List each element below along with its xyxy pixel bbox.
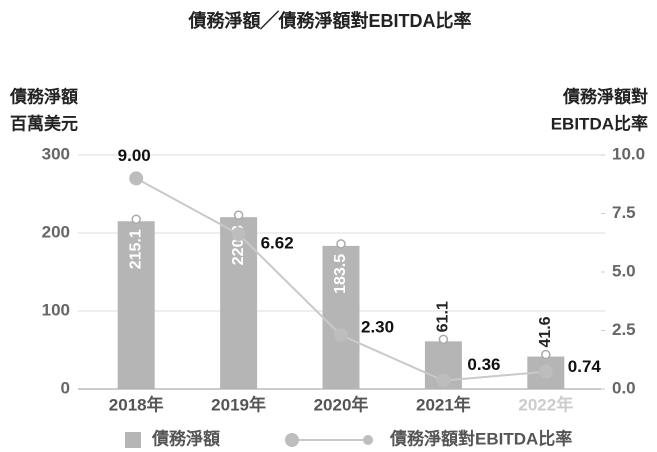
bar-top-marker [131, 214, 141, 224]
y-axis-label: 百萬美元 [10, 113, 78, 133]
chart-title: 債務淨額╱債務淨額對EBITDA比率 [188, 10, 472, 31]
bar-value-label: 183.5 [332, 254, 349, 294]
legend-marker [363, 435, 373, 445]
x-tick-label: 2019年 [211, 394, 266, 414]
x-tick-label: 2018年 [109, 394, 164, 414]
y2-tick-label: 5.0 [612, 261, 636, 280]
bar-value-label: 61.1 [435, 301, 452, 332]
bar-value-label: 215.1 [127, 229, 144, 269]
y2-tick-label: 7.5 [612, 203, 636, 222]
y-tick-label: 0 [61, 378, 70, 397]
y2-axis-label: EBITDA比率 [551, 113, 648, 133]
y-axis-label: 債務淨額 [9, 86, 78, 106]
line-value-label: 0.36 [467, 355, 500, 374]
y2-tick-label: 0.0 [612, 378, 636, 397]
bar-top-marker [438, 334, 449, 345]
line-marker [538, 364, 553, 379]
line-value-label: 0.74 [568, 357, 602, 376]
bar-top-marker [233, 210, 244, 220]
legend-label: 債務淨額對EBITDA比率 [389, 428, 572, 448]
y2-tick-label: 10.0 [612, 144, 645, 163]
bar-value-label: 41.6 [537, 316, 554, 347]
legend-swatch [125, 432, 141, 448]
bar-top-marker [336, 239, 346, 249]
y-tick-label: 100 [42, 300, 70, 319]
line-marker [129, 171, 144, 186]
line-value-label: 9.00 [118, 146, 151, 165]
y2-tick-label: 2.5 [612, 320, 636, 339]
bar [117, 221, 155, 389]
y2-axis-label: 債務淨額對 [562, 86, 648, 106]
x-tick-label: 2021年 [416, 394, 471, 414]
bar-top-marker [541, 349, 551, 360]
line-marker [334, 328, 348, 343]
y-tick-label: 300 [42, 144, 70, 163]
line-marker [436, 373, 451, 388]
y-tick-label: 200 [42, 222, 70, 241]
line-value-label: 2.30 [361, 318, 394, 337]
line-marker [231, 227, 246, 242]
bar [322, 245, 360, 389]
legend-marker [285, 433, 299, 447]
x-tick-label: 2020年 [314, 394, 369, 414]
legend-label: 債務淨額 [151, 428, 220, 448]
line-value-label: 6.62 [261, 234, 294, 253]
x-tick-label: 2022年 [518, 394, 573, 414]
